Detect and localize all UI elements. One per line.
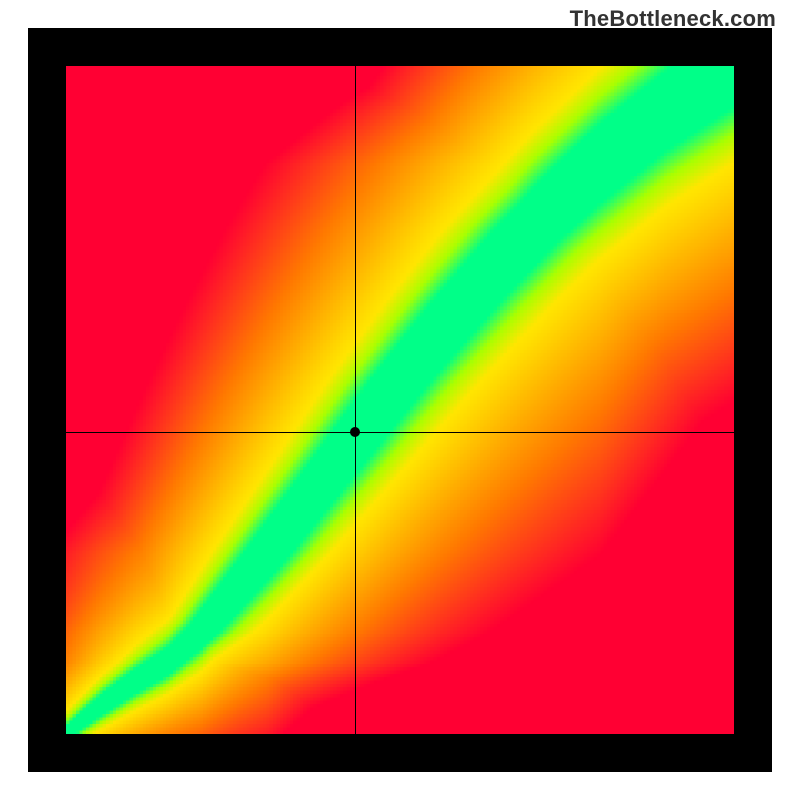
- heatmap: [66, 66, 734, 734]
- watermark-text: TheBottleneck.com: [570, 6, 776, 32]
- heatmap-canvas: [66, 66, 734, 734]
- crosshair-horizontal: [66, 432, 734, 433]
- crosshair-marker[interactable]: [350, 427, 360, 437]
- crosshair-vertical: [355, 66, 356, 734]
- chart-frame: [28, 28, 772, 772]
- page: TheBottleneck.com: [0, 0, 800, 800]
